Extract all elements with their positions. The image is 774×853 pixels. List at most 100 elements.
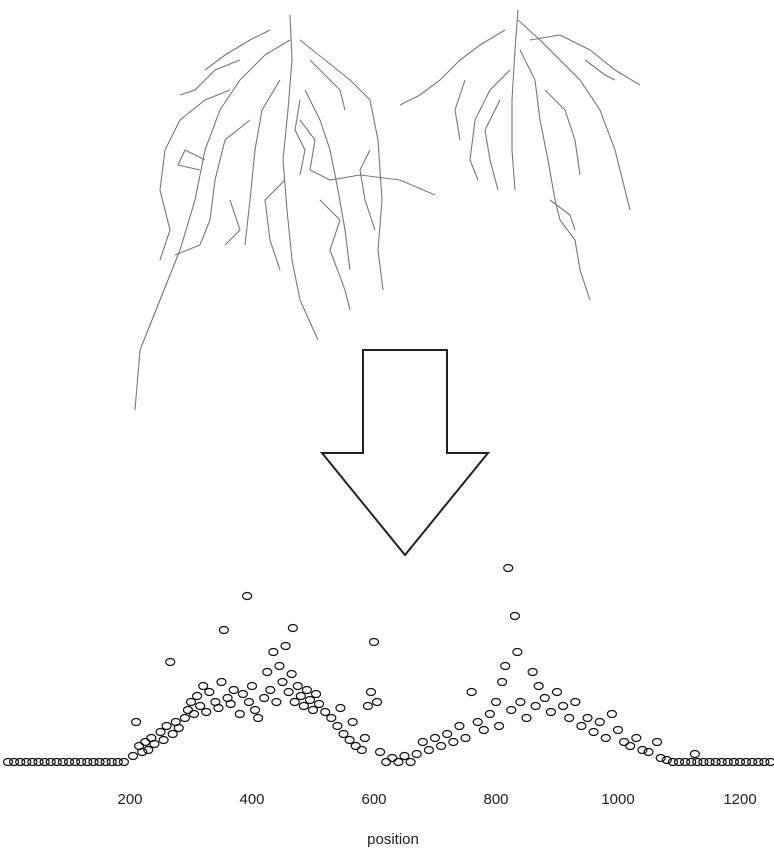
point <box>253 713 264 723</box>
point <box>570 697 581 707</box>
point <box>600 733 611 743</box>
point <box>655 753 666 763</box>
point <box>362 701 373 711</box>
point <box>551 687 563 697</box>
point <box>57 757 69 767</box>
point <box>466 687 477 697</box>
point <box>371 697 383 707</box>
point <box>307 705 319 715</box>
point <box>753 757 764 767</box>
point <box>274 661 285 671</box>
point <box>631 733 642 743</box>
x-tick-label: 400 <box>239 791 264 808</box>
point <box>204 687 215 697</box>
x-tick-label: 1000 <box>601 791 634 808</box>
point <box>289 697 300 707</box>
point <box>460 733 471 743</box>
point <box>368 637 380 647</box>
point <box>625 741 636 751</box>
point <box>283 687 294 697</box>
point <box>689 749 700 759</box>
point <box>100 757 111 767</box>
point <box>381 757 392 767</box>
point <box>387 753 398 763</box>
point <box>493 721 505 731</box>
point <box>375 747 386 757</box>
point <box>618 737 630 747</box>
point <box>259 693 270 703</box>
point <box>411 749 422 759</box>
point <box>243 697 255 707</box>
point <box>88 757 99 767</box>
point <box>298 701 309 711</box>
point <box>265 685 276 695</box>
point <box>679 757 691 767</box>
point <box>512 647 523 657</box>
point <box>27 757 38 767</box>
point <box>201 707 212 717</box>
point <box>527 667 538 677</box>
point <box>637 745 648 755</box>
point <box>704 757 715 767</box>
point <box>448 737 459 747</box>
point <box>500 661 511 671</box>
point <box>490 697 502 707</box>
point <box>506 705 517 715</box>
point <box>155 727 166 737</box>
point <box>594 717 605 727</box>
point <box>399 751 410 761</box>
point <box>228 685 239 695</box>
point <box>478 725 489 735</box>
point <box>686 757 697 767</box>
point <box>564 713 575 723</box>
point <box>716 757 727 767</box>
point <box>344 735 355 745</box>
point <box>509 611 521 621</box>
point <box>365 687 377 697</box>
point <box>484 709 495 719</box>
x-tick-label: 600 <box>361 791 386 808</box>
point <box>225 699 236 709</box>
point <box>280 641 291 651</box>
point <box>304 695 316 705</box>
point <box>335 703 346 713</box>
point <box>213 703 224 713</box>
point <box>722 757 733 767</box>
point <box>661 755 672 765</box>
point <box>539 693 550 703</box>
point <box>765 757 774 767</box>
point <box>356 745 367 755</box>
point <box>436 741 447 751</box>
point <box>530 701 541 711</box>
point <box>301 685 312 695</box>
point <box>759 757 770 767</box>
point <box>347 717 358 727</box>
point <box>76 757 87 767</box>
x-axis-label: position <box>367 831 419 848</box>
point <box>310 689 322 699</box>
point <box>94 757 105 767</box>
point <box>503 563 514 573</box>
point <box>271 697 282 707</box>
point <box>320 707 331 717</box>
point <box>165 657 176 667</box>
point <box>497 677 508 687</box>
point <box>545 707 557 717</box>
point <box>137 747 148 757</box>
point <box>9 757 20 767</box>
point <box>198 681 209 691</box>
point <box>118 757 130 767</box>
point <box>82 757 93 767</box>
point <box>405 757 416 767</box>
point <box>606 709 618 719</box>
point <box>673 757 685 767</box>
point <box>393 757 404 767</box>
x-tick-label: 200 <box>117 791 142 808</box>
point <box>429 733 441 743</box>
point <box>45 757 56 767</box>
point <box>582 713 593 723</box>
point <box>423 745 434 755</box>
point <box>131 717 142 727</box>
point <box>728 757 740 767</box>
point <box>127 751 139 761</box>
